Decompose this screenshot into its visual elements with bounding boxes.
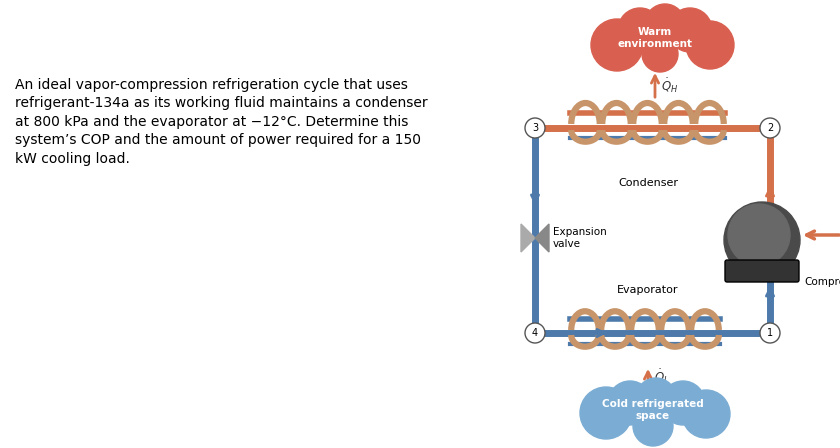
Text: 1: 1 xyxy=(767,328,773,338)
Circle shape xyxy=(686,21,734,69)
Text: Cold refrigerated
space: Cold refrigerated space xyxy=(602,399,704,421)
Circle shape xyxy=(642,36,678,72)
Text: Compressor: Compressor xyxy=(804,277,840,287)
Circle shape xyxy=(668,8,712,52)
Circle shape xyxy=(760,118,780,138)
Text: $\dot{Q}_H$: $\dot{Q}_H$ xyxy=(661,77,679,95)
Circle shape xyxy=(608,381,652,425)
Text: Warm
environment: Warm environment xyxy=(617,27,692,49)
Polygon shape xyxy=(521,224,535,252)
Text: Evaporator: Evaporator xyxy=(617,285,679,295)
Circle shape xyxy=(633,406,673,446)
Text: Condenser: Condenser xyxy=(618,178,678,188)
Circle shape xyxy=(724,202,800,278)
Text: 3: 3 xyxy=(532,123,538,133)
Circle shape xyxy=(591,19,643,71)
Circle shape xyxy=(525,118,545,138)
Circle shape xyxy=(661,381,705,425)
Circle shape xyxy=(580,387,632,439)
Circle shape xyxy=(728,204,790,266)
Text: $\dot{Q}_L$: $\dot{Q}_L$ xyxy=(654,368,669,386)
Polygon shape xyxy=(535,224,549,252)
Circle shape xyxy=(645,4,685,44)
Text: An ideal vapor-compression refrigeration cycle that uses
refrigerant-134a as its: An ideal vapor-compression refrigeration… xyxy=(15,78,428,166)
Circle shape xyxy=(760,323,780,343)
Text: Expansion
valve: Expansion valve xyxy=(553,227,606,249)
Circle shape xyxy=(618,8,662,52)
Circle shape xyxy=(525,323,545,343)
Circle shape xyxy=(682,390,730,438)
FancyBboxPatch shape xyxy=(725,260,799,282)
Circle shape xyxy=(636,378,676,418)
Text: 2: 2 xyxy=(767,123,773,133)
Text: 4: 4 xyxy=(532,328,538,338)
